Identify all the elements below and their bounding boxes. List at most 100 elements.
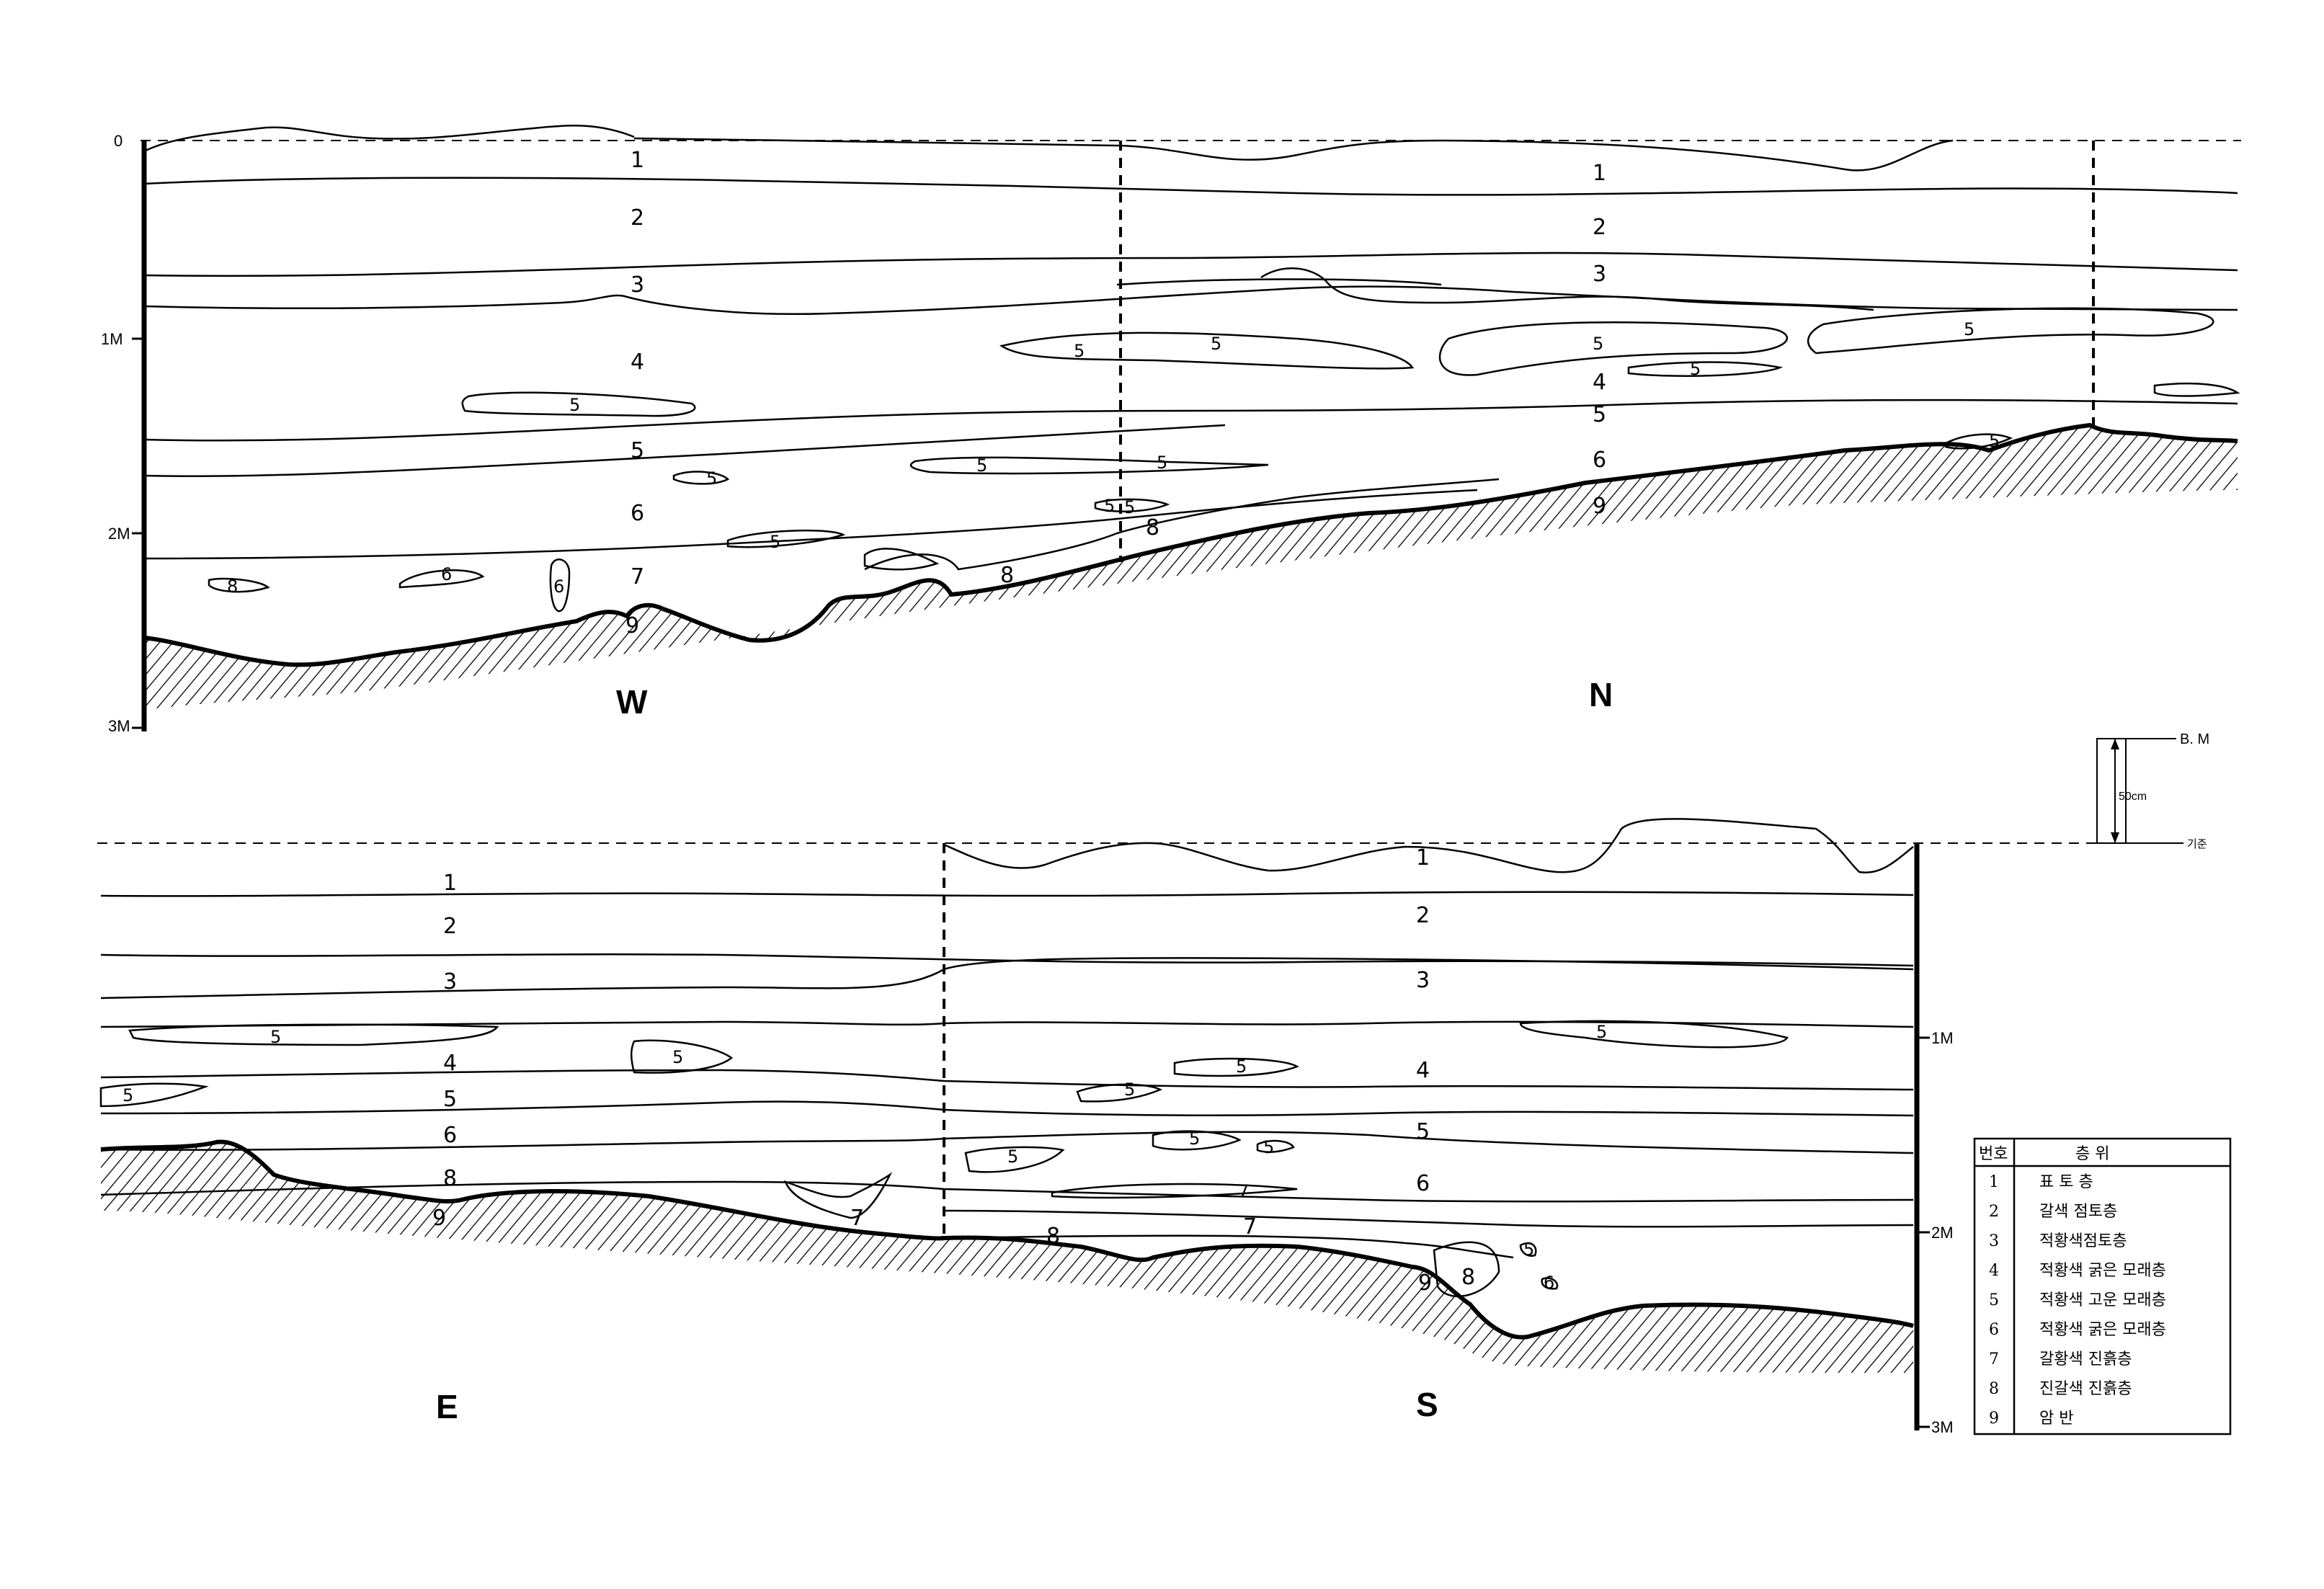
upper-n-layer-num-1: 1: [1593, 161, 1606, 186]
upper-bedrock-line: [143, 422, 2238, 667]
upper-lens-num: 5: [770, 532, 780, 552]
lower-scale-2m: 2M: [1931, 1224, 1954, 1242]
upper-lens-num: 8: [227, 577, 238, 597]
upper-section: 0 1M 2M 3M: [101, 125, 2241, 735]
upper-lens-num: 5: [1690, 359, 1701, 379]
upper-lenses: [208, 307, 2240, 613]
lower-e-layer-num-7: 7: [850, 1206, 864, 1231]
lower-lens-num: 8: [1461, 1265, 1475, 1290]
wall-label-n: N: [1589, 676, 1613, 713]
lower-scale-3m: 3M: [1931, 1418, 1954, 1436]
upper-lens-num: 5: [1074, 341, 1085, 361]
wall-label-e: E: [436, 1388, 458, 1425]
upper-layer-numbers: 1 2 3 4 5 6 7 8 9: [625, 148, 1014, 638]
lower-s-layer-num-4: 4: [1416, 1058, 1430, 1083]
upper-layer-num-5: 5: [631, 438, 644, 463]
legend-header-layer: 층 위: [2075, 1145, 2109, 1163]
lower-e-layer-num-2: 2: [443, 914, 457, 939]
upper-n-layer-num-4: 4: [1593, 370, 1606, 395]
upper-ground-surface: [143, 125, 635, 153]
bm-label: B. M: [2180, 731, 2209, 747]
legend-row-4-label: 적황색 굵은 모래층: [2039, 1262, 2166, 1280]
upper-scale-2m: 2M: [108, 525, 130, 543]
lower-lens-num: 5: [1523, 1239, 1534, 1260]
upper-layer-num-2: 2: [631, 205, 644, 231]
legend-row-5-label: 적황색 고운 모래층: [2039, 1291, 2166, 1309]
legend-row-7-label: 갈황색 진흙층: [2039, 1350, 2132, 1368]
lower-lens-num: 5: [1236, 1056, 1247, 1077]
upper-lens-num: 5: [1964, 319, 1974, 339]
legend-row-2-label: 갈색 점토층: [2039, 1203, 2117, 1221]
upper-lens-num: 5: [706, 468, 717, 489]
upper-layer-numbers-n: 1 2 3 4 5 6 8 9: [1146, 161, 1606, 540]
wall-label-w: W: [616, 683, 648, 721]
upper-layer-num-9: 9: [625, 613, 639, 638]
lower-e-layer-num-6: 6: [443, 1123, 457, 1148]
upper-n-layer-num-3: 3: [1593, 262, 1606, 287]
legend-header-number: 번호: [1979, 1145, 2008, 1163]
lower-lens-num: 5: [1124, 1080, 1135, 1100]
bm-reference-marker: B. M 50cm 기준: [2096, 731, 2209, 850]
lower-e-layer-num-3: 3: [443, 969, 457, 994]
lower-layer-numbers-s: 1 2 3 4 5 6 7 8 9: [1046, 845, 1432, 1296]
lower-s-layer-num-7: 7: [1243, 1214, 1257, 1239]
upper-lens-num: 5: [1989, 431, 2000, 451]
lower-lens-num: 5: [1263, 1137, 1274, 1157]
legend-row-2-number: 2: [1989, 1203, 1999, 1221]
upper-layer-num-1: 1: [631, 148, 644, 173]
bm-height-label: 50cm: [2119, 791, 2147, 803]
upper-layer-num-3: 3: [631, 272, 644, 298]
wall-label-s: S: [1416, 1386, 1438, 1423]
legend-row-5-number: 5: [1989, 1291, 1999, 1309]
upper-scale-3m: 3M: [108, 717, 130, 735]
legend-row-9-label: 암 반: [2039, 1410, 2073, 1428]
upper-lens-num: 6: [441, 564, 452, 584]
upper-lens-numbers: 5 5 5 5 5 5 5 5 5 5 5 5 5 8 6 6: [227, 319, 2000, 597]
lower-layer-numbers-e: 1 2 3 4 5 6 7 8 9: [432, 871, 864, 1231]
lower-lens-num: 5: [123, 1085, 133, 1105]
lower-lens-num: 5: [1596, 1022, 1607, 1042]
upper-lens-num: 5: [569, 395, 580, 415]
lower-e-layer-num-5: 5: [443, 1087, 457, 1112]
upper-n-layer-num-5: 5: [1593, 402, 1606, 427]
lower-s-layer-num-2: 2: [1416, 903, 1430, 928]
upper-layer-num-8: 8: [1000, 563, 1014, 588]
upper-n-layer-num-2: 2: [1593, 215, 1606, 240]
lower-s-layer-num-5: 5: [1416, 1119, 1430, 1144]
lower-lens-num: 6: [1544, 1273, 1554, 1293]
lower-s-layer-num-9: 9: [1418, 1270, 1432, 1296]
lower-ground-surface: [943, 818, 1914, 874]
upper-lens-num: 5: [976, 455, 987, 476]
upper-n-layer-num-8: 8: [1146, 515, 1159, 540]
legend-row-1-number: 1: [1989, 1173, 1999, 1191]
legend-table: 번호 층 위 1 표 토 층 2 갈색 점토층 3 적황색점토층 4 적황색 굵…: [1973, 1137, 2232, 1436]
lower-lens-num: 5: [270, 1027, 281, 1047]
lower-s-layer-num-1: 1: [1416, 845, 1430, 871]
upper-layer-num-4: 4: [631, 350, 644, 375]
lower-bedrock-hatch: [101, 1141, 1913, 1373]
legend-row-4-number: 4: [1989, 1262, 1999, 1280]
legend-row-3-number: 3: [1989, 1232, 1999, 1250]
upper-n-layer-num-9: 9: [1593, 494, 1606, 519]
upper-lens-num: 5: [1211, 334, 1221, 354]
legend-row-3-label: 적황색점토층: [2039, 1232, 2127, 1250]
upper-lens-num: 5: [1157, 453, 1167, 473]
upper-layer-boundaries: [143, 177, 2238, 560]
legend-row-1-label: 표 토 층: [2039, 1173, 2093, 1191]
lower-e-layer-num-1: 1: [443, 871, 457, 896]
upper-scale-0: 0: [114, 132, 123, 150]
lower-scale-1m: 1M: [1931, 1029, 1954, 1047]
lower-s-layer-num-8: 8: [1046, 1224, 1060, 1249]
lower-lens-numbers: 5 5 5 5 5 5 5 5 5 7 8 5 6: [123, 1022, 1607, 1293]
legend-row-7-number: 7: [1989, 1350, 1999, 1368]
lower-s-layer-num-3: 3: [1416, 968, 1430, 993]
upper-layer-num-6: 6: [631, 501, 644, 526]
legend-row-6-number: 6: [1989, 1321, 1999, 1339]
lower-bedrock-line: [100, 1139, 1914, 1340]
lower-e-layer-num-9: 9: [432, 1206, 446, 1231]
lower-lens-num: 7: [1238, 1181, 1249, 1201]
lower-e-layer-num-8: 8: [443, 1166, 457, 1191]
lower-e-layer-num-4: 4: [443, 1051, 457, 1076]
upper-bedrock-hatch: [144, 425, 2238, 710]
